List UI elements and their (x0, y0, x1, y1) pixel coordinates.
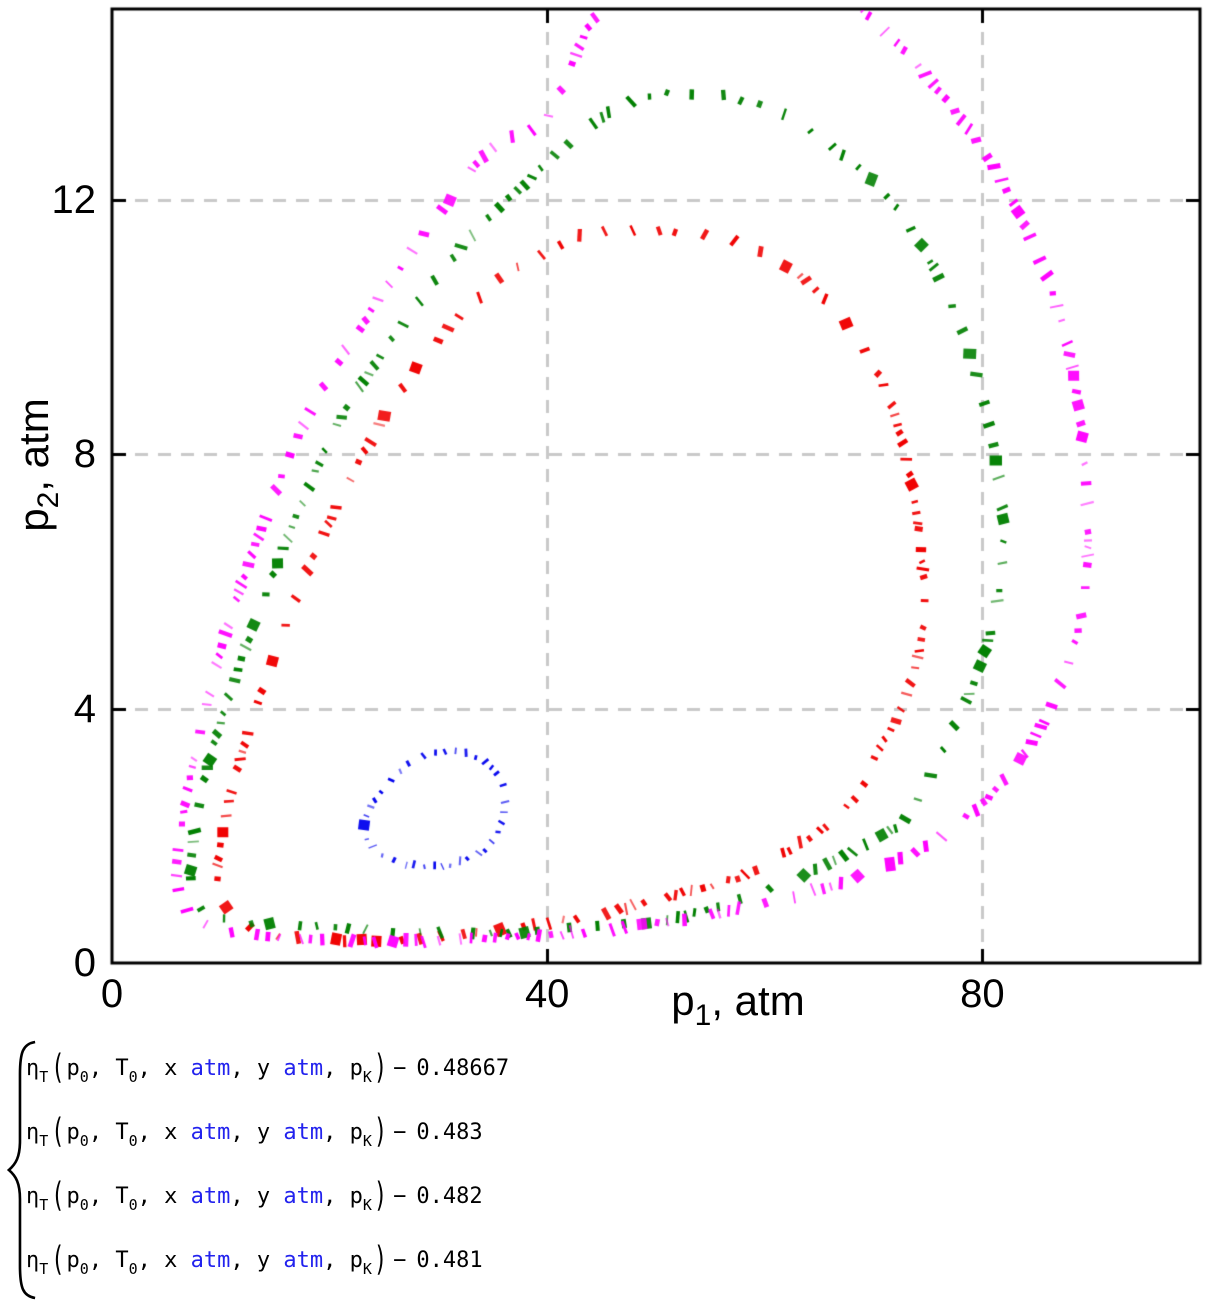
close-paren: ) (373, 1176, 388, 1216)
open-paren: ( (51, 1176, 65, 1216)
argument: pK (349, 1247, 372, 1278)
function-eta: ηT (26, 1183, 49, 1214)
unit-atm: atm (283, 1247, 324, 1273)
efficiency-level-value: 0.482 (416, 1183, 483, 1209)
contour-plot-canvas[interactable] (0, 0, 1211, 975)
y-axis-title: p2, atm (10, 398, 65, 532)
close-paren: ) (373, 1112, 388, 1152)
unit-atm: atm (190, 1119, 231, 1145)
argument: p0 (66, 1247, 89, 1278)
comma: , (230, 1247, 257, 1273)
unit-atm: atm (190, 1055, 231, 1081)
comma: , (323, 1183, 350, 1209)
y-tick-label-4: 4 (73, 686, 96, 731)
x-tick-label-80: 80 (960, 972, 1005, 1016)
comma: , (88, 1183, 116, 1209)
comma: , (88, 1119, 116, 1145)
equation-rows: ηT(p0, T0, x atm, y atm, pK) −0.48667 ηT(p… (26, 1036, 509, 1292)
argument: y atm (256, 1055, 324, 1081)
equation-row[interactable]: ηT(p0, T0, x atm, y atm, pK) −0.48667 (26, 1036, 509, 1100)
y-tick-label-8: 8 (73, 432, 96, 477)
minus-operator: − (393, 1183, 407, 1209)
argument: x atm (164, 1055, 231, 1081)
minus-operator: − (393, 1055, 407, 1081)
function-eta: ηT (26, 1247, 49, 1278)
unit-atm: atm (190, 1183, 231, 1209)
y-tick-label-12: 12 (51, 177, 97, 222)
argument: y atm (256, 1247, 324, 1273)
comma: , (323, 1247, 350, 1273)
argument: pK (349, 1183, 372, 1214)
function-eta: ηT (26, 1055, 49, 1086)
unit-atm: atm (283, 1119, 324, 1145)
argument: p0 (66, 1055, 89, 1086)
comma: , (88, 1247, 116, 1273)
y-tick-label-0: 0 (73, 941, 96, 985)
argument: T0 (115, 1055, 138, 1086)
x-tick-label-0: 0 (100, 972, 124, 1016)
equation-row[interactable]: ηT(p0, T0, x atm, y atm, pK) −0.483 (26, 1100, 509, 1164)
efficiency-level-value: 0.48667 (416, 1055, 510, 1081)
efficiency-level-value: 0.483 (416, 1119, 483, 1145)
close-paren: ) (373, 1240, 388, 1280)
argument: p0 (66, 1183, 89, 1214)
argument: T0 (115, 1183, 138, 1214)
comma: , (230, 1055, 257, 1081)
argument: x atm (164, 1183, 231, 1209)
comma: , (323, 1119, 350, 1145)
open-paren: ( (51, 1048, 65, 1088)
curly-brace (6, 1040, 36, 1300)
comma: , (137, 1055, 165, 1081)
equation-row[interactable]: ηT(p0, T0, x atm, y atm, pK) −0.482 (26, 1164, 509, 1228)
x-axis-title: p1, atm (671, 977, 805, 1032)
argument: pK (349, 1055, 372, 1086)
close-paren: ) (373, 1048, 388, 1088)
argument: x atm (164, 1247, 231, 1273)
argument: y atm (256, 1119, 324, 1145)
unit-atm: atm (283, 1183, 324, 1209)
unit-atm: atm (190, 1247, 231, 1273)
comma: , (230, 1119, 257, 1145)
argument: x atm (164, 1119, 231, 1145)
comma: , (137, 1247, 165, 1273)
comma: , (323, 1055, 350, 1081)
comma: , (137, 1119, 165, 1145)
function-eta: ηT (26, 1119, 49, 1150)
efficiency-level-value: 0.481 (416, 1247, 483, 1273)
unit-atm: atm (283, 1055, 324, 1081)
comma: , (137, 1183, 165, 1209)
comma: , (88, 1055, 116, 1081)
argument: T0 (115, 1119, 138, 1150)
comma: , (230, 1183, 257, 1209)
open-paren: ( (51, 1112, 65, 1152)
argument: p0 (66, 1119, 89, 1150)
equation-row[interactable]: ηT(p0, T0, x atm, y atm, pK) −0.481 (26, 1228, 509, 1292)
argument: T0 (115, 1247, 138, 1278)
minus-operator: − (393, 1119, 407, 1145)
argument: y atm (256, 1183, 324, 1209)
open-paren: ( (51, 1240, 65, 1280)
argument: pK (349, 1119, 372, 1150)
minus-operator: − (393, 1247, 407, 1273)
x-tick-label-40: 40 (524, 972, 570, 1016)
